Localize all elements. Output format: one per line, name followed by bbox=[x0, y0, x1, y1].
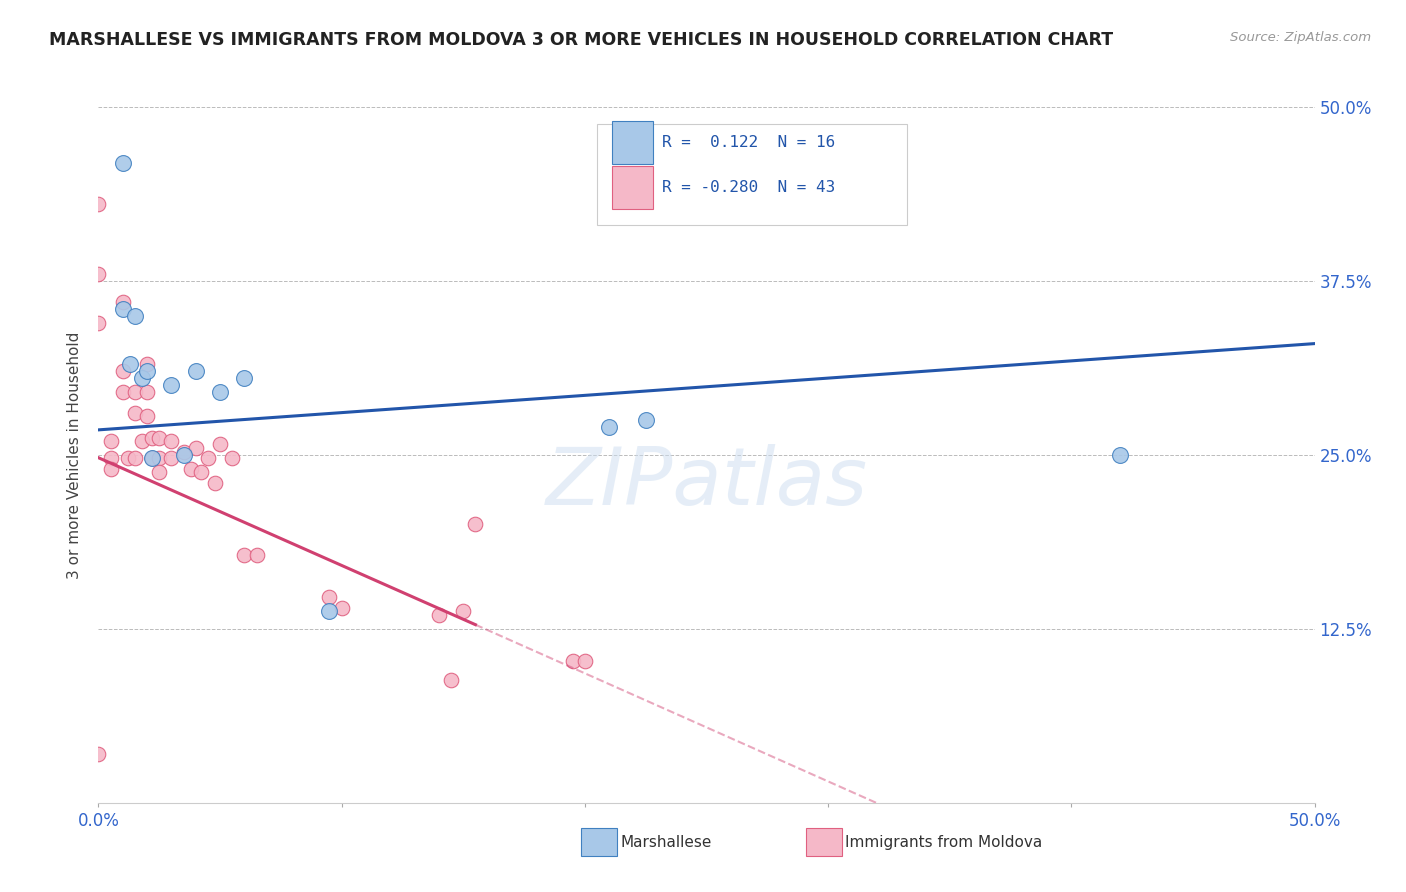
Point bbox=[318, 604, 340, 618]
Point bbox=[233, 371, 256, 385]
Point bbox=[148, 465, 170, 479]
Text: MARSHALLESE VS IMMIGRANTS FROM MOLDOVA 3 OR MORE VEHICLES IN HOUSEHOLD CORRELATI: MARSHALLESE VS IMMIGRANTS FROM MOLDOVA 3… bbox=[49, 31, 1114, 49]
Point bbox=[118, 358, 141, 372]
Point bbox=[330, 601, 353, 615]
Point bbox=[1109, 448, 1132, 462]
Point bbox=[209, 385, 232, 400]
Point bbox=[233, 548, 256, 562]
Point bbox=[111, 385, 134, 400]
Point bbox=[131, 434, 153, 448]
FancyBboxPatch shape bbox=[598, 124, 907, 226]
Point bbox=[87, 747, 110, 761]
Point bbox=[141, 450, 163, 465]
Point bbox=[160, 434, 183, 448]
Point bbox=[87, 197, 110, 211]
Point bbox=[131, 371, 153, 385]
Point bbox=[124, 406, 146, 420]
Point bbox=[100, 450, 122, 465]
Point bbox=[148, 450, 170, 465]
Point bbox=[136, 385, 159, 400]
Point bbox=[100, 434, 122, 448]
Point bbox=[427, 607, 450, 622]
Point bbox=[136, 364, 159, 378]
Point bbox=[141, 431, 163, 445]
Point bbox=[173, 448, 195, 462]
Point bbox=[160, 450, 183, 465]
Text: Marshallese: Marshallese bbox=[620, 835, 711, 849]
Point bbox=[160, 378, 183, 392]
Point bbox=[453, 604, 475, 618]
Point bbox=[464, 517, 486, 532]
Point bbox=[634, 413, 657, 427]
Point bbox=[173, 445, 195, 459]
Point bbox=[184, 441, 207, 455]
Point bbox=[136, 409, 159, 423]
Point bbox=[124, 309, 146, 323]
Point bbox=[111, 294, 134, 309]
Point bbox=[87, 316, 110, 330]
Y-axis label: 3 or more Vehicles in Household: 3 or more Vehicles in Household bbox=[67, 331, 83, 579]
Point bbox=[111, 155, 134, 169]
Text: R =  0.122  N = 16: R = 0.122 N = 16 bbox=[661, 136, 835, 150]
Text: Immigrants from Moldova: Immigrants from Moldova bbox=[845, 835, 1042, 849]
Text: ZIPatlas: ZIPatlas bbox=[546, 443, 868, 522]
Point bbox=[561, 654, 583, 668]
Point bbox=[124, 385, 146, 400]
Point bbox=[136, 358, 159, 372]
Point bbox=[111, 301, 134, 316]
Point bbox=[180, 462, 202, 476]
Point bbox=[245, 548, 267, 562]
FancyBboxPatch shape bbox=[612, 166, 652, 209]
Point bbox=[148, 431, 170, 445]
Point bbox=[184, 364, 207, 378]
Point bbox=[440, 673, 463, 688]
Point bbox=[598, 420, 620, 434]
Point bbox=[111, 364, 134, 378]
Point bbox=[141, 450, 163, 465]
FancyBboxPatch shape bbox=[612, 121, 652, 163]
Point bbox=[318, 590, 340, 604]
Text: R = -0.280  N = 43: R = -0.280 N = 43 bbox=[661, 180, 835, 195]
Point bbox=[124, 450, 146, 465]
Point bbox=[574, 654, 596, 668]
Point bbox=[197, 450, 219, 465]
Point bbox=[117, 450, 139, 465]
Point bbox=[204, 475, 226, 490]
Point bbox=[221, 450, 243, 465]
Point bbox=[209, 437, 232, 451]
Point bbox=[87, 267, 110, 281]
Point bbox=[100, 462, 122, 476]
Point bbox=[190, 465, 212, 479]
Text: Source: ZipAtlas.com: Source: ZipAtlas.com bbox=[1230, 31, 1371, 45]
